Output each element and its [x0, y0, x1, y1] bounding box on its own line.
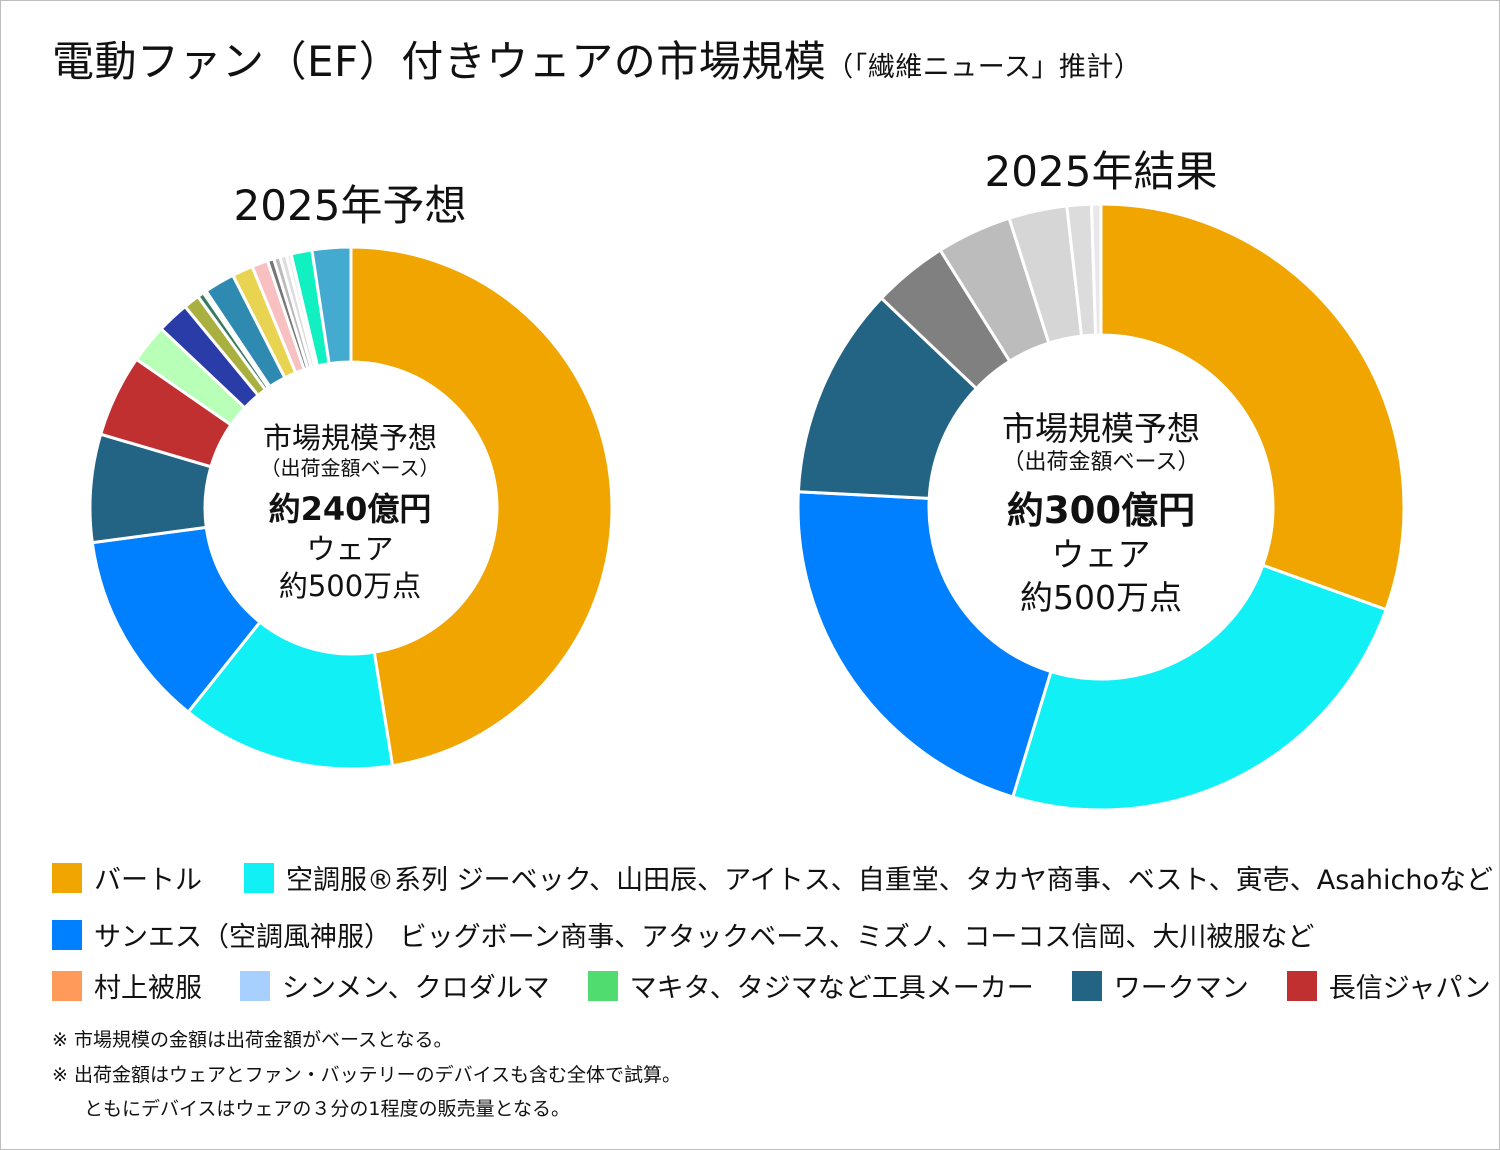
left-center-label-2: （出荷金額ベース）	[260, 456, 440, 480]
legend-swatch	[52, 919, 82, 950]
legend-label: 長信ジャパン	[1328, 973, 1491, 1004]
note-3: ともにデバイスはウェアの３分の1程度の販売量となる。	[84, 1098, 570, 1120]
chart-title: 電動ファン（EF）付きウェアの市場規模（「繊維ニュース」推計）	[52, 28, 1141, 89]
right-center-label-1: 市場規模予想	[1002, 409, 1200, 448]
legend-row-1: バートル 空調服®系列 ジーベック、山田辰、アイトス、自重堂、タカヤ商事、ベスト…	[52, 858, 1500, 897]
legend-swatch	[244, 862, 274, 893]
legend-row-2: サンエス（空調風神服） ビッグボーン商事、アタックベース、ミズノ、コーコス信岡、…	[52, 915, 1352, 954]
legend-swatch	[1286, 970, 1317, 1001]
legend-item-choshin: 長信ジャパン	[1286, 966, 1491, 1005]
legend-label: バートル	[94, 865, 202, 896]
legend-item-makita: マキタ、タジマなど工具メーカー	[587, 966, 1034, 1005]
left-donut-slice-0	[349, 245, 614, 768]
legend-label: マキタ、タジマなど工具メーカー	[629, 973, 1034, 1004]
legend-label: 空調服®系列 ジーベック、山田辰、アイトス、自重堂、タカヤ商事、ベスト、寅壱、A…	[286, 865, 1493, 896]
left-center-label-5: 約500万点	[278, 569, 422, 603]
right-center-label-4: ウェア	[1051, 535, 1151, 574]
title-source: （「繊維ニュース」推計）	[826, 52, 1142, 83]
left-center-label-4: ウェア	[306, 532, 394, 566]
legend-label: サンエス（空調風神服） ビッグボーン商事、アタックベース、ミズノ、コーコス信岡、…	[94, 922, 1315, 953]
left-donut-slice-18	[310, 245, 353, 366]
legend-label: シンメン、クロダルマ	[282, 973, 550, 1004]
legend-swatch	[52, 970, 82, 1001]
left-donut-title: 2025年予想	[233, 181, 467, 230]
right-center-value: 約300億円	[1006, 489, 1196, 532]
legend-swatch	[240, 970, 270, 1001]
right-center-label-5: 約500万点	[1020, 578, 1182, 617]
legend-item-shinmen: シンメン、クロダルマ	[240, 966, 550, 1005]
legend-label: ワークマン	[1113, 973, 1249, 1004]
right-donut-slice-8	[1089, 202, 1103, 337]
legend-item-burtle: バートル	[52, 858, 202, 897]
legend-item-workman: ワークマン	[1071, 966, 1249, 1005]
note-1: ※ 市場規模の金額は出荷金額がベースとなる。	[52, 1029, 453, 1051]
right-center-label-2: （出荷金額ベース）	[1002, 450, 1200, 475]
legend-item-murakami: 村上被服	[52, 966, 202, 1005]
legend-swatch	[587, 970, 618, 1001]
legend-item-kuchofuku: 空調服®系列 ジーベック、山田辰、アイトス、自重堂、タカヤ商事、ベスト、寅壱、A…	[244, 858, 1493, 897]
right-donut-title: 2025年結果	[984, 147, 1218, 196]
main-title: 電動ファン（EF）付きウェアの市場規模	[52, 37, 827, 86]
right-donut-slice-2	[796, 490, 1053, 799]
legend-label: 村上被服	[94, 973, 202, 1004]
note-2: ※ 出荷金額はウェアとファン・バッテリーのデバイスも含む全体で試算。	[52, 1064, 682, 1086]
left-center-value: 約240億円	[268, 490, 432, 528]
left-center-label-1: 市場規模予想	[262, 421, 438, 455]
right-donut-slice-1	[1010, 563, 1389, 812]
legend-swatch	[1071, 970, 1102, 1001]
legend-row-3: 村上被服 シンメン、クロダルマ マキタ、タジマなど工具メーカー ワークマン 長信…	[52, 966, 1500, 1005]
legend-swatch	[52, 862, 82, 893]
legend-item-sanes: サンエス（空調風神服） ビッグボーン商事、アタックベース、ミズノ、コーコス信岡、…	[52, 915, 1314, 954]
right-donut-slice-0	[1099, 202, 1406, 612]
